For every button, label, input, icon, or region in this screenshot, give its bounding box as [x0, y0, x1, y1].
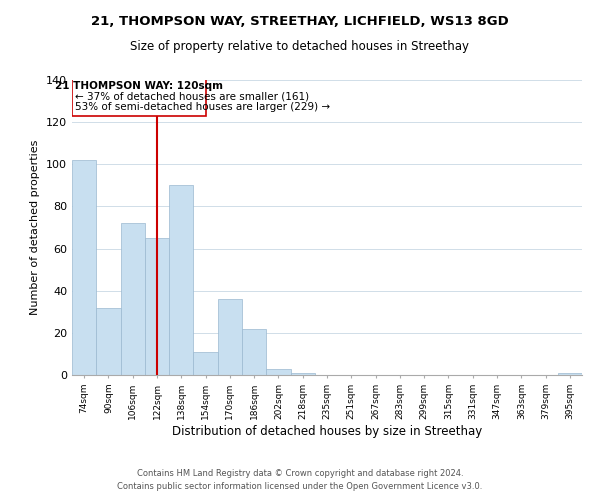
- Text: 53% of semi-detached houses are larger (229) →: 53% of semi-detached houses are larger (…: [75, 102, 330, 112]
- Bar: [145, 238, 169, 375]
- Bar: [169, 186, 193, 375]
- Bar: [121, 224, 145, 375]
- Y-axis label: Number of detached properties: Number of detached properties: [31, 140, 40, 315]
- Bar: [218, 299, 242, 375]
- Text: ← 37% of detached houses are smaller (161): ← 37% of detached houses are smaller (16…: [75, 92, 309, 102]
- Bar: [96, 308, 121, 375]
- Text: 21 THOMPSON WAY: 120sqm: 21 THOMPSON WAY: 120sqm: [55, 81, 223, 91]
- Text: Contains HM Land Registry data © Crown copyright and database right 2024.: Contains HM Land Registry data © Crown c…: [137, 468, 463, 477]
- Bar: [266, 368, 290, 375]
- Text: Size of property relative to detached houses in Streethay: Size of property relative to detached ho…: [131, 40, 470, 53]
- Text: Contains public sector information licensed under the Open Government Licence v3: Contains public sector information licen…: [118, 482, 482, 491]
- X-axis label: Distribution of detached houses by size in Streethay: Distribution of detached houses by size …: [172, 424, 482, 438]
- Bar: [193, 352, 218, 375]
- Bar: [290, 373, 315, 375]
- FancyBboxPatch shape: [73, 78, 206, 116]
- Bar: [72, 160, 96, 375]
- Text: 21, THOMPSON WAY, STREETHAY, LICHFIELD, WS13 8GD: 21, THOMPSON WAY, STREETHAY, LICHFIELD, …: [91, 15, 509, 28]
- Bar: [558, 373, 582, 375]
- Bar: [242, 328, 266, 375]
